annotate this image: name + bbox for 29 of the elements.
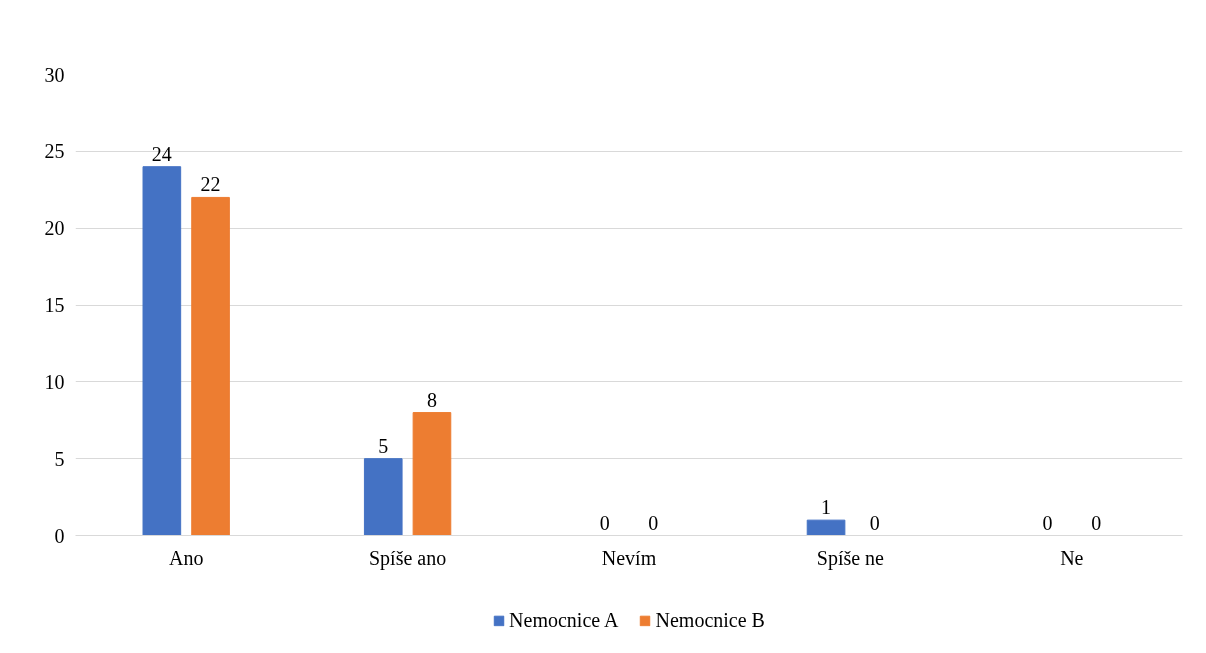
- data-label: 0: [1091, 511, 1102, 534]
- y-tick-label: 15: [44, 294, 65, 316]
- x-tick-label: Ano: [168, 546, 204, 569]
- data-label: 0: [599, 511, 610, 534]
- y-tick-label: 5: [54, 447, 65, 470]
- data-label: 0: [1042, 511, 1053, 534]
- x-tick-label: Spíše ne: [816, 546, 885, 570]
- data-label: 24: [151, 142, 172, 165]
- y-tick-label: 10: [44, 370, 65, 393]
- bar: [191, 196, 230, 536]
- data-label: 8: [426, 388, 437, 411]
- bar: [363, 458, 403, 536]
- data-label: 5: [378, 434, 389, 457]
- bar: [142, 166, 182, 536]
- legend-label: Nemocnice A: [509, 608, 619, 632]
- y-tick-label: 0: [54, 524, 65, 547]
- data-label: 1: [821, 496, 832, 519]
- data-label: 0: [648, 511, 659, 534]
- x-tick-label: Spíše ano: [368, 546, 447, 570]
- y-tick-label: 20: [44, 217, 65, 240]
- bar: [806, 519, 846, 536]
- data-label: 22: [200, 173, 221, 196]
- bar: [412, 412, 452, 536]
- x-tick-label: Ne: [1060, 546, 1084, 569]
- legend-label: Nemocnice B: [655, 608, 765, 632]
- x-tick-label: Nevím: [601, 546, 657, 569]
- data-label: 0: [869, 511, 880, 534]
- y-tick-label: 30: [44, 63, 65, 86]
- y-tick-label: 25: [44, 140, 65, 163]
